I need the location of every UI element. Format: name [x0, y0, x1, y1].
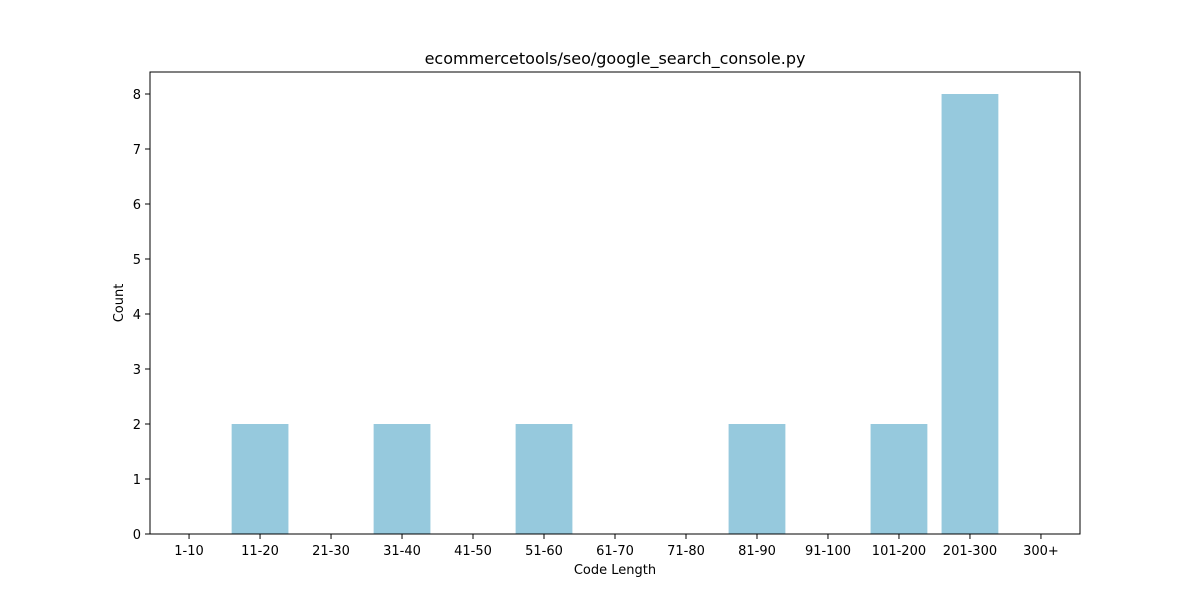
- x-tick-label-71-80: 71-80: [667, 544, 705, 559]
- y-tick-label-1: 1: [133, 473, 141, 488]
- y-tick-label-6: 6: [133, 198, 141, 213]
- y-tick-label-3: 3: [133, 363, 141, 378]
- bar-31-40: [373, 424, 431, 534]
- x-tick-label-61-70: 61-70: [596, 544, 634, 559]
- x-tick-label-31-40: 31-40: [383, 544, 421, 559]
- x-tick-label-41-50: 41-50: [454, 544, 492, 559]
- x-tick-label-101-200: 101-200: [872, 544, 926, 559]
- bar-11-20: [231, 424, 289, 534]
- plot-frame: [149, 71, 1081, 535]
- x-tick-label-11-20: 11-20: [241, 544, 279, 559]
- y-tick-label-2: 2: [133, 418, 141, 433]
- x-tick-label-1-10: 1-10: [174, 544, 204, 559]
- y-tick-label-5: 5: [133, 253, 141, 268]
- plot-area: 1-10 11-20 21-30 31-40 41-50 51-60 61-70 71-80 8…: [133, 71, 1081, 559]
- x-tick-label-21-30: 21-30: [312, 544, 350, 559]
- x-tick-label-81-90: 81-90: [738, 544, 776, 559]
- y-tick-label-8: 8: [133, 88, 141, 103]
- x-tick-label-201-300: 201-300: [943, 544, 997, 559]
- x-tick-label-91-100: 91-100: [805, 544, 851, 559]
- x-tick-label-51-60: 51-60: [525, 544, 563, 559]
- bar-51-60: [515, 424, 573, 534]
- bar-201-300: [941, 94, 999, 534]
- bar-101-200: [870, 424, 928, 534]
- y-tick-label-4: 4: [133, 308, 141, 323]
- y-axis-label: Count: [112, 284, 127, 323]
- x-tick-label-300+: 300+: [1023, 544, 1059, 559]
- y-tick-label-7: 7: [133, 143, 141, 158]
- chart-title: ecommercetools/seo/google_search_console…: [425, 49, 806, 69]
- bar-81-90: [728, 424, 786, 534]
- y-tick-label-0: 0: [133, 528, 141, 543]
- x-axis-label: Code Length: [574, 563, 656, 578]
